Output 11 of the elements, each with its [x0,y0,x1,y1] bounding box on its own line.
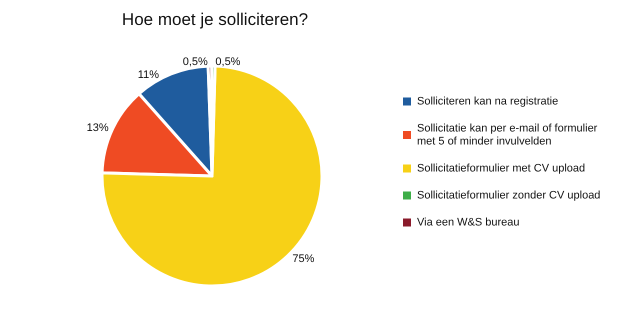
data-label: 0,5% [215,56,241,68]
legend-label: Sollicitatie kan per e-mail of formulier met 5 of minder invulvelden [417,122,600,148]
data-label: 75% [292,252,315,265]
legend-label: Sollicitatieformulier zonder CV upload [417,190,600,202]
legend-label: Solliciteren kan na registratie [417,96,558,108]
legend-label: Via een W&S bureau [417,216,520,228]
data-label: 13% [86,122,109,134]
data-label: 11% [138,69,160,82]
data-label: 0,5% [182,56,208,68]
legend-label: Sollicitatieformulier met CV upload [417,162,586,174]
chart-title: Hoe moet je solliciteren? [122,10,308,29]
